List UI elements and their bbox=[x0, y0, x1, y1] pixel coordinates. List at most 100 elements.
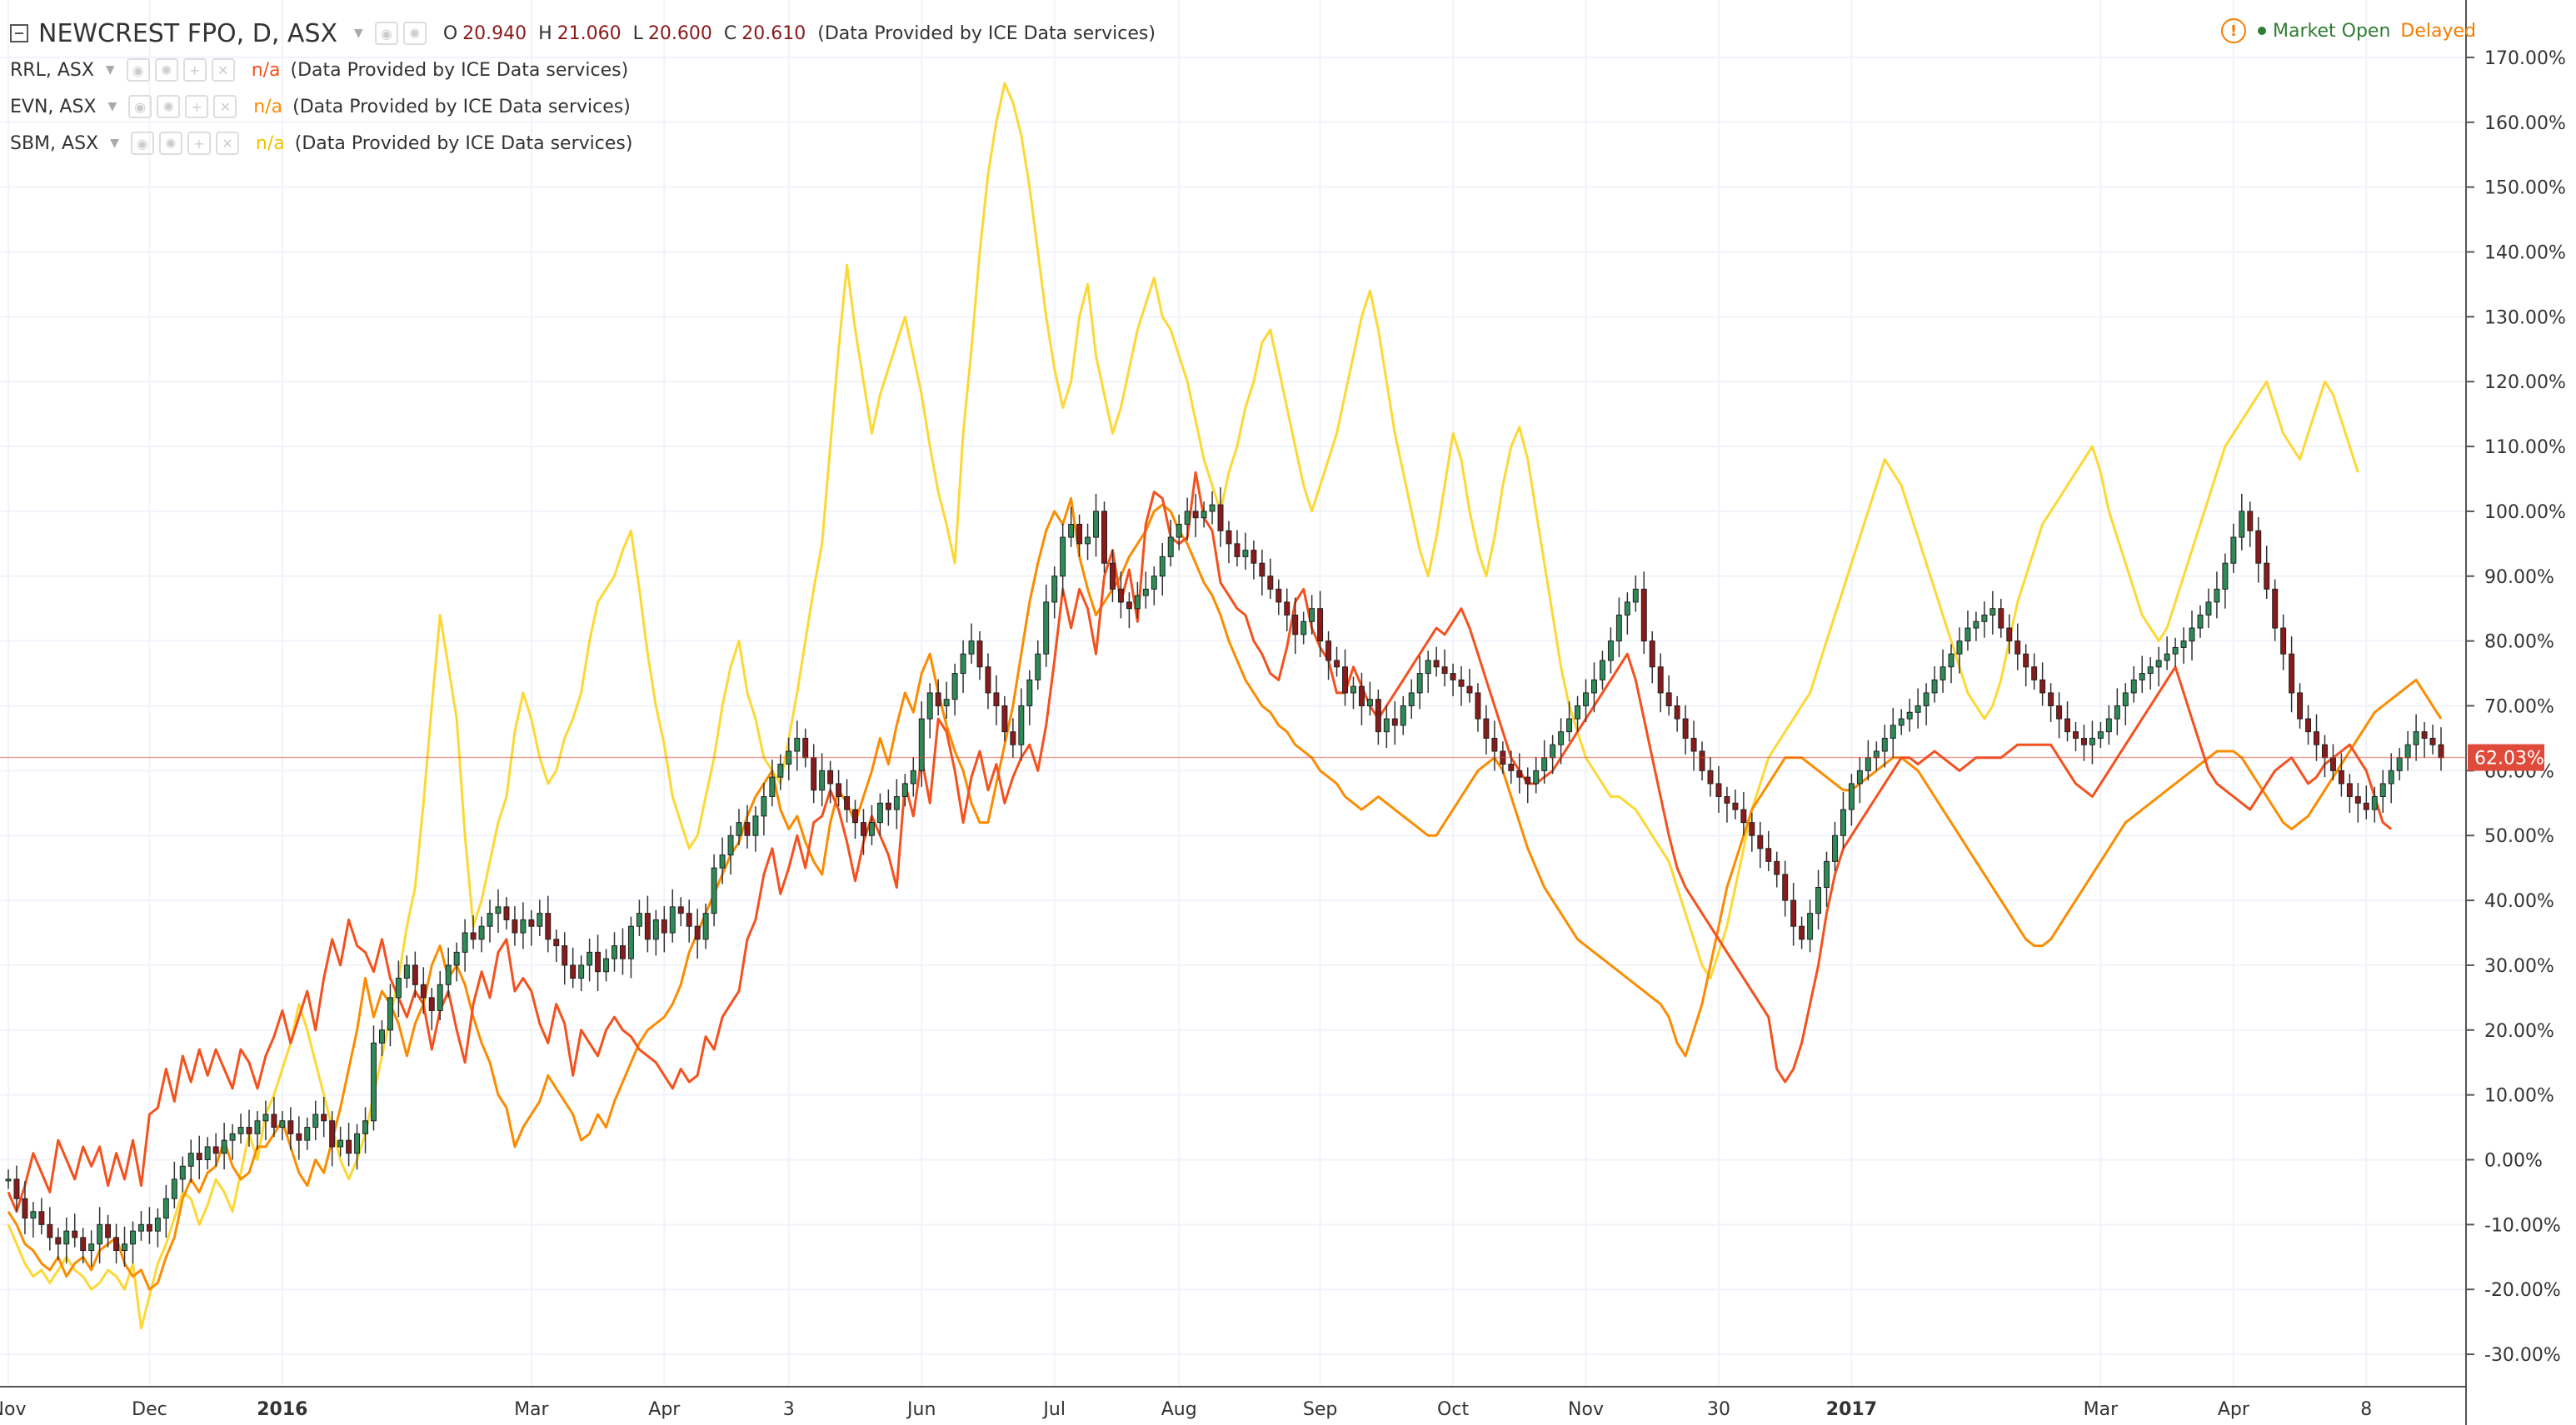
candle-down bbox=[470, 932, 477, 940]
gear-icon[interactable]: ✺ bbox=[157, 95, 181, 118]
candle-up bbox=[354, 1133, 361, 1154]
candle-up bbox=[437, 984, 443, 1011]
candle-up bbox=[395, 978, 402, 999]
candle-up bbox=[1923, 692, 1930, 707]
candle-up bbox=[1558, 731, 1565, 745]
candle-up bbox=[1865, 757, 1871, 771]
compare-symbol[interactable]: SBM, ASX bbox=[10, 132, 99, 154]
candle-up bbox=[337, 1139, 344, 1148]
candle-up bbox=[262, 1114, 269, 1122]
candle-up bbox=[1383, 718, 1390, 733]
gear-icon[interactable]: ✺ bbox=[402, 22, 427, 45]
candle-down bbox=[1325, 640, 1332, 661]
main-symbol[interactable]: NEWCREST FPO, D, ASX bbox=[38, 18, 338, 48]
candle-down bbox=[1525, 776, 1531, 785]
candles-layer bbox=[5, 487, 2444, 1267]
eye-icon[interactable]: ◉ bbox=[126, 58, 150, 82]
candle-up bbox=[1400, 705, 1406, 726]
gear-icon[interactable]: ✺ bbox=[154, 58, 178, 82]
eye-icon[interactable]: ◉ bbox=[128, 95, 152, 118]
candle-down bbox=[2023, 653, 2029, 668]
grid bbox=[0, 0, 2466, 1387]
y-tick-label: 130.00% bbox=[2484, 307, 2566, 328]
chevron-down-icon[interactable]: ▼ bbox=[110, 137, 119, 150]
candle-down bbox=[2297, 692, 2304, 720]
y-tick-label: 110.00% bbox=[2484, 437, 2566, 458]
candle-down bbox=[1765, 848, 1772, 862]
collapse-icon[interactable] bbox=[10, 24, 28, 42]
last-value-badge bbox=[2468, 744, 2544, 771]
candle-up bbox=[1043, 601, 1050, 655]
chevron-down-icon[interactable]: ▼ bbox=[354, 27, 363, 40]
compare-symbol[interactable]: RRL, ASX bbox=[10, 59, 94, 81]
candle-up bbox=[1051, 575, 1058, 603]
gear-icon[interactable]: ✺ bbox=[158, 132, 182, 155]
x-tick-label: 8 bbox=[2360, 1399, 2372, 1420]
candle-up bbox=[1209, 504, 1216, 512]
candle-up bbox=[237, 1127, 244, 1134]
candle-down bbox=[2056, 705, 2063, 720]
candle-up bbox=[2147, 666, 2154, 675]
candle-down bbox=[512, 919, 518, 934]
candle-down bbox=[1259, 562, 1266, 577]
candle-down bbox=[844, 796, 851, 810]
candle-down bbox=[420, 984, 427, 999]
compare-legend-sbm: SBM, ASX ▼ ◉ ✺ + ✕ n/a (Data Provided by… bbox=[10, 125, 1156, 162]
candle-down bbox=[852, 809, 858, 824]
candle-up bbox=[2197, 615, 2204, 629]
delayed-label[interactable]: Delayed bbox=[2400, 20, 2476, 42]
candle-up bbox=[819, 770, 826, 791]
candle-up bbox=[378, 1029, 385, 1044]
candle-up bbox=[1807, 913, 1814, 940]
y-tick-label: 20.00% bbox=[2484, 1021, 2554, 1042]
candle-down bbox=[1724, 796, 1730, 804]
candle-down bbox=[644, 913, 651, 940]
candle-down bbox=[2363, 802, 2369, 810]
candle-up bbox=[901, 783, 908, 798]
candle-up bbox=[1915, 705, 1921, 713]
plus-icon[interactable]: + bbox=[187, 132, 211, 155]
candle-down bbox=[1508, 764, 1515, 771]
candle-up bbox=[910, 770, 916, 785]
close-icon[interactable]: ✕ bbox=[211, 58, 235, 82]
candle-down bbox=[2006, 627, 2013, 642]
compare-symbol[interactable]: EVN, ASX bbox=[10, 96, 97, 117]
evn-line bbox=[7, 496, 2443, 1291]
data-source-note: (Data Provided by ICE Data services) bbox=[290, 59, 629, 81]
candle-up bbox=[130, 1230, 136, 1245]
eye-icon[interactable]: ◉ bbox=[130, 132, 154, 155]
x-tick-label: Nov bbox=[0, 1399, 26, 1420]
candle-down bbox=[1342, 666, 1348, 694]
candle-up bbox=[1159, 556, 1166, 577]
last-value-label: 62.03% bbox=[2474, 749, 2544, 770]
warning-icon[interactable]: ! bbox=[2221, 18, 2247, 43]
close-icon[interactable]: ✕ bbox=[213, 95, 237, 118]
y-tick-label: 10.00% bbox=[2484, 1086, 2554, 1107]
candle-up bbox=[171, 1178, 177, 1199]
plus-icon[interactable]: + bbox=[182, 58, 207, 82]
candle-down bbox=[22, 1198, 28, 1219]
sbm-line bbox=[7, 82, 2359, 1330]
candle-down bbox=[1109, 562, 1116, 590]
candle-up bbox=[2180, 640, 2187, 648]
close-icon[interactable]: ✕ bbox=[215, 132, 239, 155]
y-tick-label: 100.00% bbox=[2484, 502, 2566, 523]
candle-down bbox=[2429, 737, 2436, 745]
candle-up bbox=[162, 1198, 169, 1219]
candle-up bbox=[122, 1243, 128, 1251]
candle-down bbox=[1475, 692, 1481, 720]
eye-icon[interactable]: ◉ bbox=[374, 22, 398, 45]
plus-icon[interactable]: + bbox=[185, 95, 209, 118]
chevron-down-icon[interactable]: ▼ bbox=[105, 63, 115, 77]
high-key: H bbox=[538, 22, 552, 44]
candle-down bbox=[212, 1146, 219, 1154]
candle-up bbox=[587, 951, 593, 966]
candle-up bbox=[88, 1243, 95, 1251]
candle-down bbox=[1217, 504, 1224, 531]
candle-up bbox=[1366, 699, 1373, 707]
chevron-down-icon[interactable]: ▼ bbox=[107, 100, 117, 113]
x-tick-label: Mar bbox=[514, 1399, 549, 1420]
candle-down bbox=[595, 951, 602, 973]
candle-up bbox=[2155, 660, 2162, 668]
